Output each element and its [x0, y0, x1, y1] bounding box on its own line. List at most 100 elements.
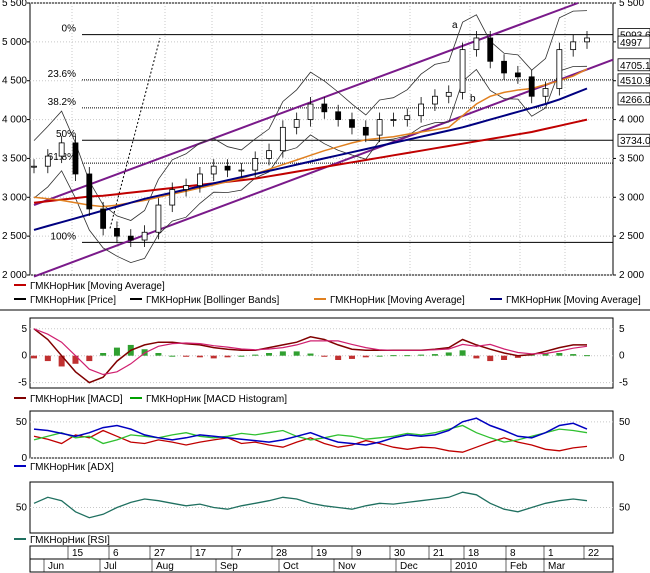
price-level-label: 4705.1	[620, 61, 650, 72]
date-month-label: Mar	[548, 561, 566, 572]
price-level-label: 3734.0	[620, 136, 650, 147]
macd-histogram-bar	[210, 355, 217, 359]
price-level-label: 4266.0	[620, 95, 650, 106]
candle-body	[514, 72, 521, 78]
macd-tick-label-right: 0	[619, 351, 625, 362]
legend-label: ГМКНорНик [Moving Average]	[30, 281, 165, 292]
price-level-box	[617, 58, 650, 72]
macd-histogram-bar	[238, 355, 245, 357]
date-month-label: Feb	[510, 561, 528, 572]
macd-histogram-bar	[514, 355, 521, 358]
fib-level-label: 0%	[62, 24, 77, 35]
macd-tick-label-left: -5	[18, 378, 27, 389]
candle-body	[100, 208, 107, 229]
candle-body	[335, 111, 342, 120]
macd-histogram-bar	[542, 353, 549, 356]
candle-body	[72, 142, 79, 175]
legend-label: ГМКНорНик [Moving Average]	[330, 295, 465, 306]
legend-label: ГМКНорНик [MACD Histogram]	[146, 394, 287, 405]
macd-line	[33, 328, 587, 384]
price-tick-label-left: 5 000	[2, 37, 27, 48]
macd-histogram-bar	[348, 355, 355, 359]
macd-histogram-bar	[362, 355, 369, 358]
macd-histogram-bar	[293, 351, 300, 356]
candle-body	[252, 158, 259, 171]
adx-panel-frame	[29, 410, 614, 459]
price-level-box	[617, 73, 650, 87]
macd-histogram-bar	[266, 353, 273, 356]
legend-label: ГМКНорНик [ADX]	[30, 462, 114, 473]
macd-histogram-bar	[404, 355, 411, 357]
price-tick-label-right: 2 500	[619, 231, 644, 242]
price-tick-label-left: 4 500	[2, 76, 27, 87]
macd-tick-label-right: 5	[619, 324, 625, 335]
macd-histogram-bar	[445, 352, 452, 356]
legend-label: ГМКНорНик [Moving Average]	[506, 295, 641, 306]
rsi-tick-label-left: 50	[16, 503, 28, 514]
legend-label: ГМКНорНик [RSI]	[30, 535, 110, 546]
candle-body	[376, 119, 383, 136]
candle-body	[155, 204, 162, 233]
date-day-label: 7	[236, 548, 242, 559]
macd-tick-label-right: -5	[619, 378, 628, 389]
candle-body	[141, 231, 148, 241]
macd-histogram-bar	[252, 354, 259, 356]
macd-histogram-bar	[86, 355, 93, 362]
candle-body	[584, 37, 590, 43]
fib-level-label: 38.2%	[48, 97, 76, 108]
date-day-label: 8	[510, 548, 516, 559]
date-day-label: 15	[72, 548, 84, 559]
macd-histogram-bar	[196, 355, 203, 358]
candle-body	[44, 155, 51, 167]
fib-level-label: 100%	[50, 231, 76, 242]
date-month-label: Jun	[48, 561, 64, 572]
date-month-label: Jul	[104, 561, 117, 572]
macd-histogram-bar	[279, 351, 286, 356]
ma-red-line	[33, 118, 588, 204]
candle-body	[473, 37, 480, 51]
candle-body	[238, 169, 245, 172]
price-level-box	[617, 35, 650, 49]
date-day-label: 6	[113, 548, 119, 559]
price-level-box	[617, 92, 650, 106]
macd-histogram-bar	[473, 355, 480, 359]
candle-body	[501, 60, 507, 74]
price-tick-label-left: 3 000	[2, 192, 27, 203]
candle-body	[196, 173, 203, 187]
date-day-label: 9	[356, 548, 362, 559]
price-tick-label-left: 2 000	[2, 270, 27, 281]
macd-histogram-bar	[44, 355, 51, 362]
candle-body	[349, 119, 355, 128]
fib-level-label: 23.6%	[48, 69, 76, 80]
price-tick-label-left: 4 000	[2, 115, 27, 126]
price-tick-label-right: 2 000	[619, 270, 644, 281]
macd-histogram-bar	[487, 355, 494, 362]
date-day-label: 17	[195, 548, 207, 559]
bollinger-upper	[33, 10, 588, 221]
price-tick-label-right: 3 500	[619, 153, 644, 164]
rsi-tick-label-right: 50	[619, 503, 631, 514]
macd-histogram-bar	[321, 355, 328, 357]
macd-histogram-bar	[501, 355, 508, 360]
macd-histogram-bar	[307, 353, 314, 356]
price-panel-frame	[29, 2, 614, 276]
date-month-label: Aug	[156, 561, 174, 572]
candle-body	[183, 185, 189, 190]
candle-body	[390, 119, 397, 121]
macd-histogram-bar	[224, 355, 231, 358]
rsi-line	[33, 491, 588, 519]
macd-panel: 5 5 0 0 -5 -5	[18, 324, 628, 389]
bollinger-lower	[33, 65, 588, 264]
candle-body	[210, 165, 217, 175]
candle-body	[293, 119, 300, 128]
date-day-label: 1	[548, 548, 554, 559]
macd-histogram-bar	[570, 354, 577, 356]
price-tick-label-left: 3 500	[2, 153, 27, 164]
macd-signal-line	[33, 328, 588, 376]
date-month-label: 2010	[455, 561, 478, 572]
date-month-label: Nov	[338, 561, 356, 572]
adx-panel: 50 50 0 0	[16, 417, 631, 464]
price-tick-label-left: 2 500	[2, 231, 27, 242]
macd-histogram-bar	[390, 355, 397, 357]
